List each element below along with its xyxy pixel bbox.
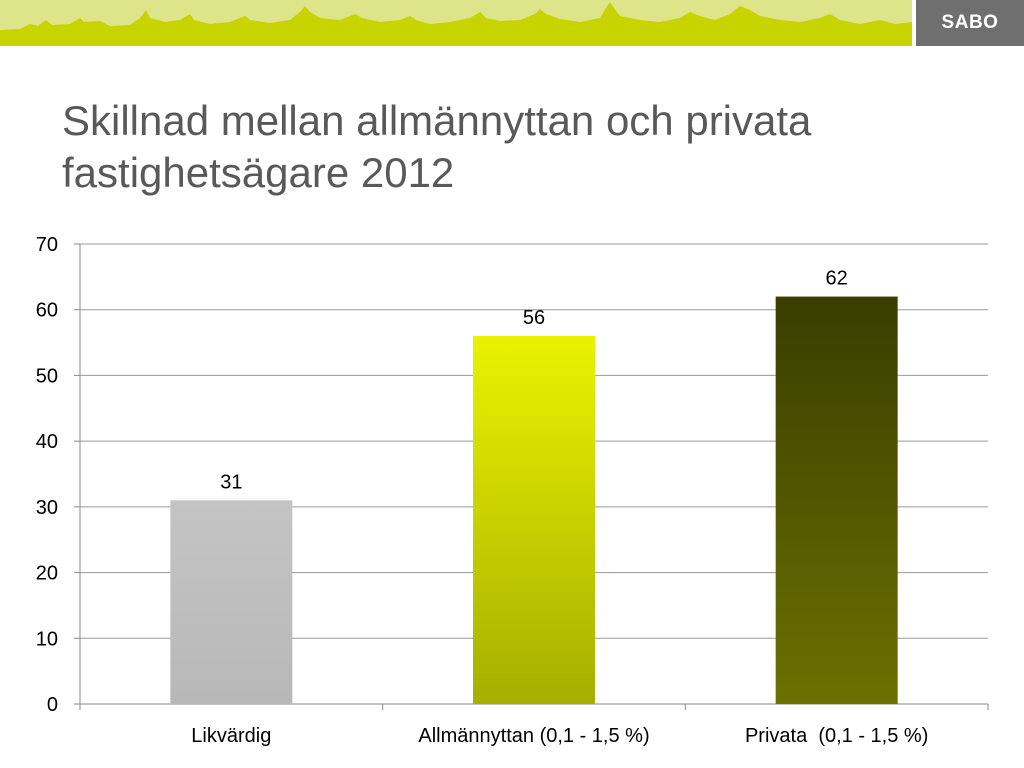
slide-title-line-1: Skillnad mellan allmännyttan och privata bbox=[62, 97, 812, 144]
city-silhouette bbox=[0, 2, 912, 46]
bar-3 bbox=[775, 296, 898, 704]
x-tick-label: Privata (0,1 - 1,5 %) bbox=[745, 725, 928, 747]
x-tick-label: Allmännyttan (0,1 - 1,5 %) bbox=[418, 725, 649, 747]
slide-title: Skillnad mellan allmännyttan och privata… bbox=[62, 95, 962, 199]
bar-2 bbox=[473, 336, 595, 704]
bar-1 bbox=[170, 500, 293, 704]
bars bbox=[170, 296, 898, 704]
y-tick-label: 0 bbox=[47, 694, 58, 716]
skyline-banner bbox=[0, 0, 912, 46]
y-tick-label: 30 bbox=[36, 497, 58, 519]
slide-title-line-2: fastighetsägare 2012 bbox=[62, 149, 455, 196]
y-tick-label: 50 bbox=[36, 365, 58, 387]
y-tick-label: 40 bbox=[36, 431, 58, 453]
data-label: 31 bbox=[220, 471, 242, 493]
bar-chart: 0 10 20 30 40 50 60 70 31 Likvärdig 56 Allmännyttan… bbox=[36, 234, 989, 747]
data-label: 62 bbox=[826, 268, 848, 290]
sabo-logo: SABO bbox=[916, 0, 1024, 46]
logo-text: SABO bbox=[941, 12, 999, 33]
y-tick-label: 70 bbox=[36, 234, 58, 256]
data-label: 56 bbox=[523, 307, 545, 329]
x-tick-label: Likvärdig bbox=[191, 725, 271, 747]
y-tick-label: 20 bbox=[36, 563, 58, 585]
y-tick-label: 10 bbox=[36, 628, 58, 650]
y-tick-label: 60 bbox=[36, 300, 58, 322]
labels: 0 10 20 30 40 50 60 70 31 Likvärdig 56 Allmännyttan… bbox=[36, 234, 929, 747]
